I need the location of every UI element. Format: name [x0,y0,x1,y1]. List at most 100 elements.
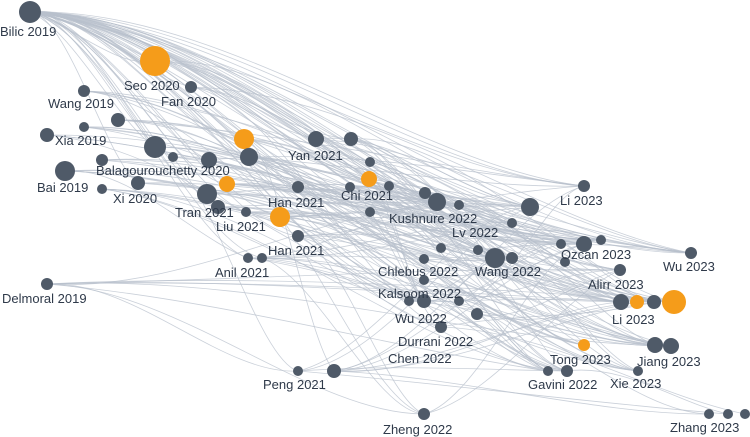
paper-node[interactable] [292,181,304,193]
citation-edge [29,11,585,187]
node-label: Chlebus 2022 [378,264,458,279]
highlighted-paper-node[interactable] [361,171,377,187]
paper-node[interactable] [365,157,375,167]
paper-node[interactable] [111,113,125,127]
paper-node[interactable] [365,207,375,217]
paper-node[interactable] [507,218,517,228]
paper-node[interactable] [556,239,566,249]
highlighted-paper-node[interactable] [234,129,254,149]
paper-node[interactable] [211,200,225,214]
paper-node[interactable] [723,409,733,419]
node-label: Gavini 2022 [528,377,597,392]
node-label: Xi 2020 [113,191,157,206]
citation-edge [423,269,621,415]
paper-node[interactable] [97,184,107,194]
paper-node[interactable] [543,366,553,376]
paper-node[interactable] [293,366,303,376]
citation-edge [511,222,602,241]
highlighted-paper-node[interactable] [630,295,644,309]
paper-node[interactable] [633,366,643,376]
paper-node[interactable] [614,264,626,276]
paper-node[interactable] [79,122,89,132]
node-label: Bilic 2019 [0,24,56,39]
node-label: Anil 2021 [215,265,269,280]
paper-node[interactable] [144,136,166,158]
paper-node[interactable] [418,408,430,420]
citation-edge [46,268,621,285]
paper-node[interactable] [201,152,217,168]
paper-node[interactable] [243,253,253,263]
paper-node[interactable] [185,81,197,93]
paper-node[interactable] [19,1,41,23]
node-label: Lv 2022 [452,225,498,240]
paper-node[interactable] [647,295,661,309]
citation-edge [297,235,425,302]
paper-node[interactable] [55,161,75,181]
paper-node[interactable] [292,230,304,242]
paper-node[interactable] [740,409,750,419]
paper-node[interactable] [384,181,394,191]
paper-node[interactable] [240,148,258,166]
paper-node[interactable] [521,198,539,216]
highlighted-paper-node[interactable] [662,290,686,314]
node-label: Han 2021 [268,243,324,258]
paper-node[interactable] [561,365,573,377]
node-label: Balagourouchetty 2020 [96,163,230,178]
paper-node[interactable] [685,247,697,259]
citation-edge [369,161,656,346]
citation-edge [261,255,513,261]
citation-edge [369,211,602,241]
paper-node[interactable] [485,248,505,268]
paper-node[interactable] [257,253,267,263]
paper-node[interactable] [197,184,217,204]
paper-node[interactable] [241,207,251,217]
citation-edge [217,206,585,245]
paper-node[interactable] [404,296,414,306]
paper-node[interactable] [96,154,108,166]
citation-edge [261,257,672,347]
citation-edge [408,300,656,346]
paper-node[interactable] [454,200,464,210]
paper-node[interactable] [168,152,178,162]
highlighted-paper-node[interactable] [270,207,290,227]
paper-node[interactable] [578,180,590,192]
paper-node[interactable] [473,245,483,255]
paper-node[interactable] [131,176,145,190]
node-label: Tran 2021 [175,205,234,220]
paper-node[interactable] [576,236,592,252]
highlighted-paper-node[interactable] [140,46,170,76]
citation-edge [248,156,585,187]
paper-node[interactable] [327,364,341,378]
paper-node[interactable] [613,294,629,310]
highlighted-paper-node[interactable] [578,339,590,351]
paper-node[interactable] [41,278,53,290]
paper-node[interactable] [647,337,663,353]
paper-node[interactable] [436,243,446,253]
paper-node[interactable] [78,85,90,97]
node-label: Delmoral 2019 [2,291,87,306]
citation-edge [226,183,602,241]
paper-node[interactable] [419,275,429,285]
paper-node[interactable] [417,294,431,308]
paper-node[interactable] [419,254,429,264]
paper-node[interactable] [560,257,570,267]
paper-node[interactable] [419,187,431,199]
paper-node[interactable] [40,128,54,142]
paper-node[interactable] [596,235,606,245]
paper-node[interactable] [435,321,447,333]
paper-node[interactable] [308,131,324,147]
citation-edge [297,233,585,245]
paper-node[interactable] [506,252,518,264]
paper-node[interactable] [344,132,358,146]
citation-edge [423,279,549,372]
node-label: Fan 2020 [161,94,216,109]
paper-node[interactable] [428,193,446,211]
paper-node[interactable] [345,182,355,192]
paper-node[interactable] [471,308,483,320]
paper-node[interactable] [454,296,464,306]
paper-node[interactable] [704,409,714,419]
citation-edge [248,156,568,372]
highlighted-paper-node[interactable] [219,176,235,192]
citation-edge [83,126,692,254]
paper-node[interactable] [663,338,679,354]
